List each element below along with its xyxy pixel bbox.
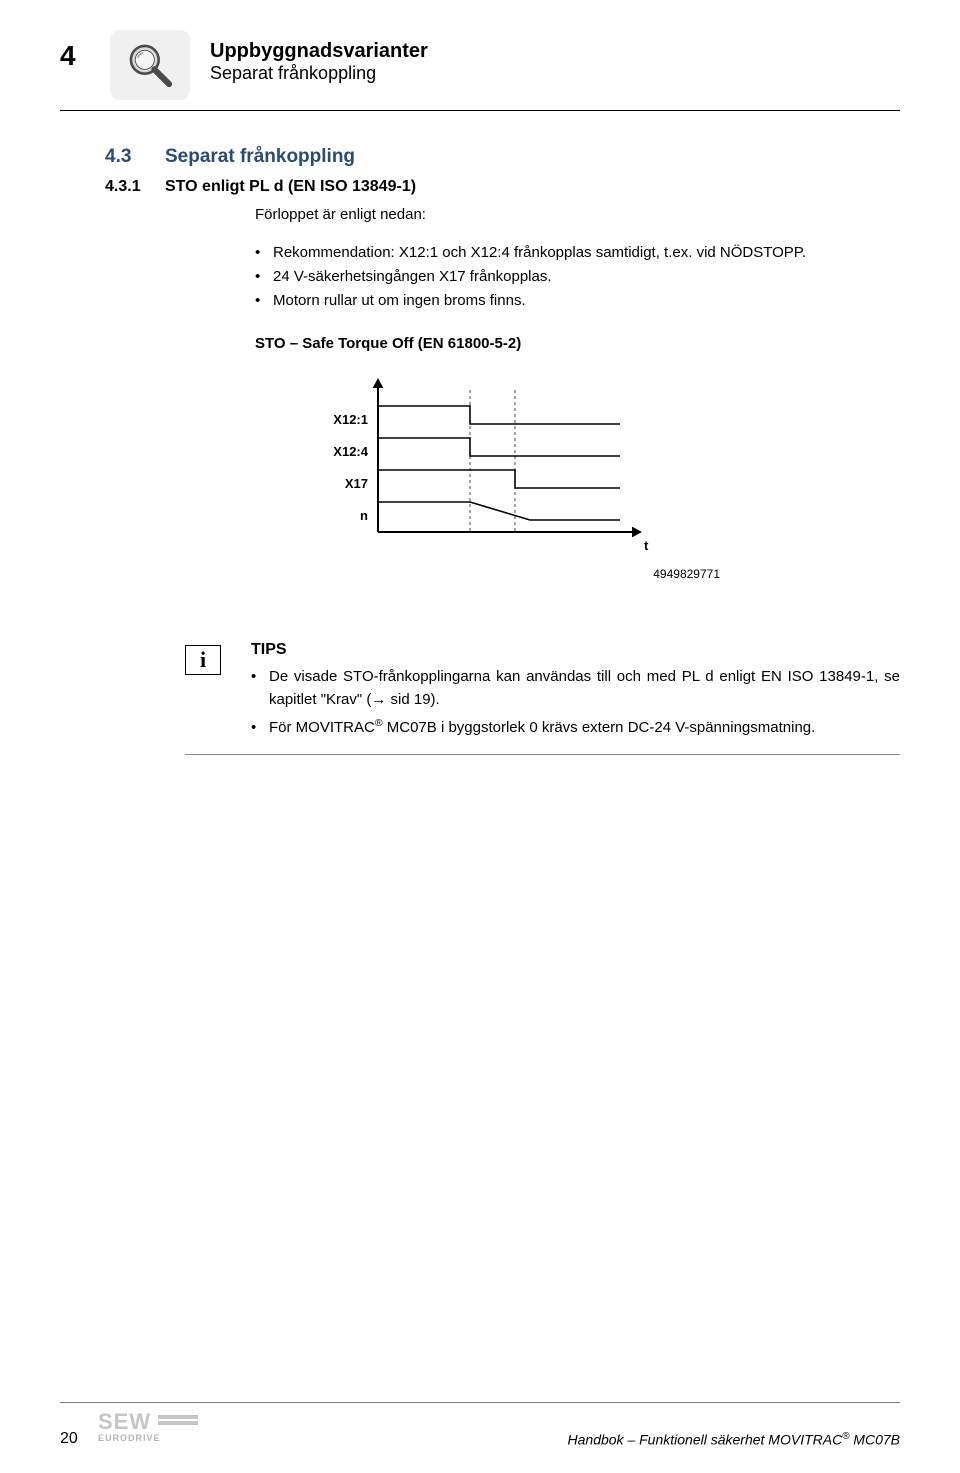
info-icon: i	[185, 645, 221, 675]
bullet-item: Rekommendation: X12:1 och X12:4 frånkopp…	[255, 241, 900, 265]
intro-text: Förloppet är enligt nedan:	[255, 204, 900, 226]
sew-logo: SEW EURODRIVE	[98, 1409, 568, 1448]
bullet-item: 24 V-säkerhetsingången X17 frånkopplas.	[255, 265, 900, 289]
svg-text:n: n	[360, 508, 368, 523]
tips-block: i TIPS De visade STO-frånkopplingarna ka…	[185, 641, 900, 755]
svg-text:X12:4: X12:4	[333, 444, 368, 459]
svg-text:EURODRIVE: EURODRIVE	[98, 1433, 161, 1443]
svg-text:X12:1: X12:1	[333, 412, 368, 427]
svg-text:SEW: SEW	[98, 1409, 151, 1434]
tips-heading: TIPS	[251, 641, 900, 659]
timing-diagram: t X12:1 X12:4 X17 n	[320, 372, 900, 562]
subsection-heading: 4.3.1 STO enligt PL d (EN ISO 13849-1)	[105, 178, 900, 196]
tips-content: TIPS De visade STO-frånkopplingarna kan …	[251, 641, 900, 744]
subsection-number: 4.3.1	[105, 178, 165, 196]
page-footer: 20 SEW EURODRIVE Handbok – Funktionell s…	[60, 1402, 900, 1448]
page-header: 4 Uppbyggnadsvarianter Separat frånkoppl…	[60, 30, 900, 111]
diagram-id: 4949829771	[255, 567, 720, 581]
svg-text:t: t	[644, 538, 649, 553]
bullet-list: Rekommendation: X12:1 och X12:4 frånkopp…	[255, 241, 900, 313]
tips-item: För MOVITRAC® MC07B i byggstorlek 0 kräv…	[251, 715, 900, 739]
chapter-number: 4	[60, 30, 100, 72]
tips-list: De visade STO-frånkopplingarna kan använ…	[251, 665, 900, 740]
section-number: 4.3	[105, 146, 165, 168]
header-titles: Uppbyggnadsvarianter Separat frånkopplin…	[210, 30, 428, 84]
magnifier-icon	[110, 30, 190, 100]
section-heading: 4.3 Separat frånkoppling	[105, 146, 900, 168]
header-title: Uppbyggnadsvarianter	[210, 40, 428, 63]
sto-heading: STO – Safe Torque Off (EN 61800-5-2)	[255, 335, 900, 352]
subsection-title: STO enligt PL d (EN ISO 13849-1)	[165, 178, 416, 196]
page-number: 20	[60, 1430, 78, 1448]
bullet-item: Motorn rullar ut om ingen broms finns.	[255, 289, 900, 313]
svg-text:X17: X17	[345, 476, 368, 491]
section-title: Separat frånkoppling	[165, 146, 355, 168]
header-subtitle: Separat frånkoppling	[210, 63, 428, 84]
footer-text: Handbok – Funktionell säkerhet MOVITRAC®…	[568, 1431, 900, 1448]
tips-item: De visade STO-frånkopplingarna kan använ…	[251, 665, 900, 712]
